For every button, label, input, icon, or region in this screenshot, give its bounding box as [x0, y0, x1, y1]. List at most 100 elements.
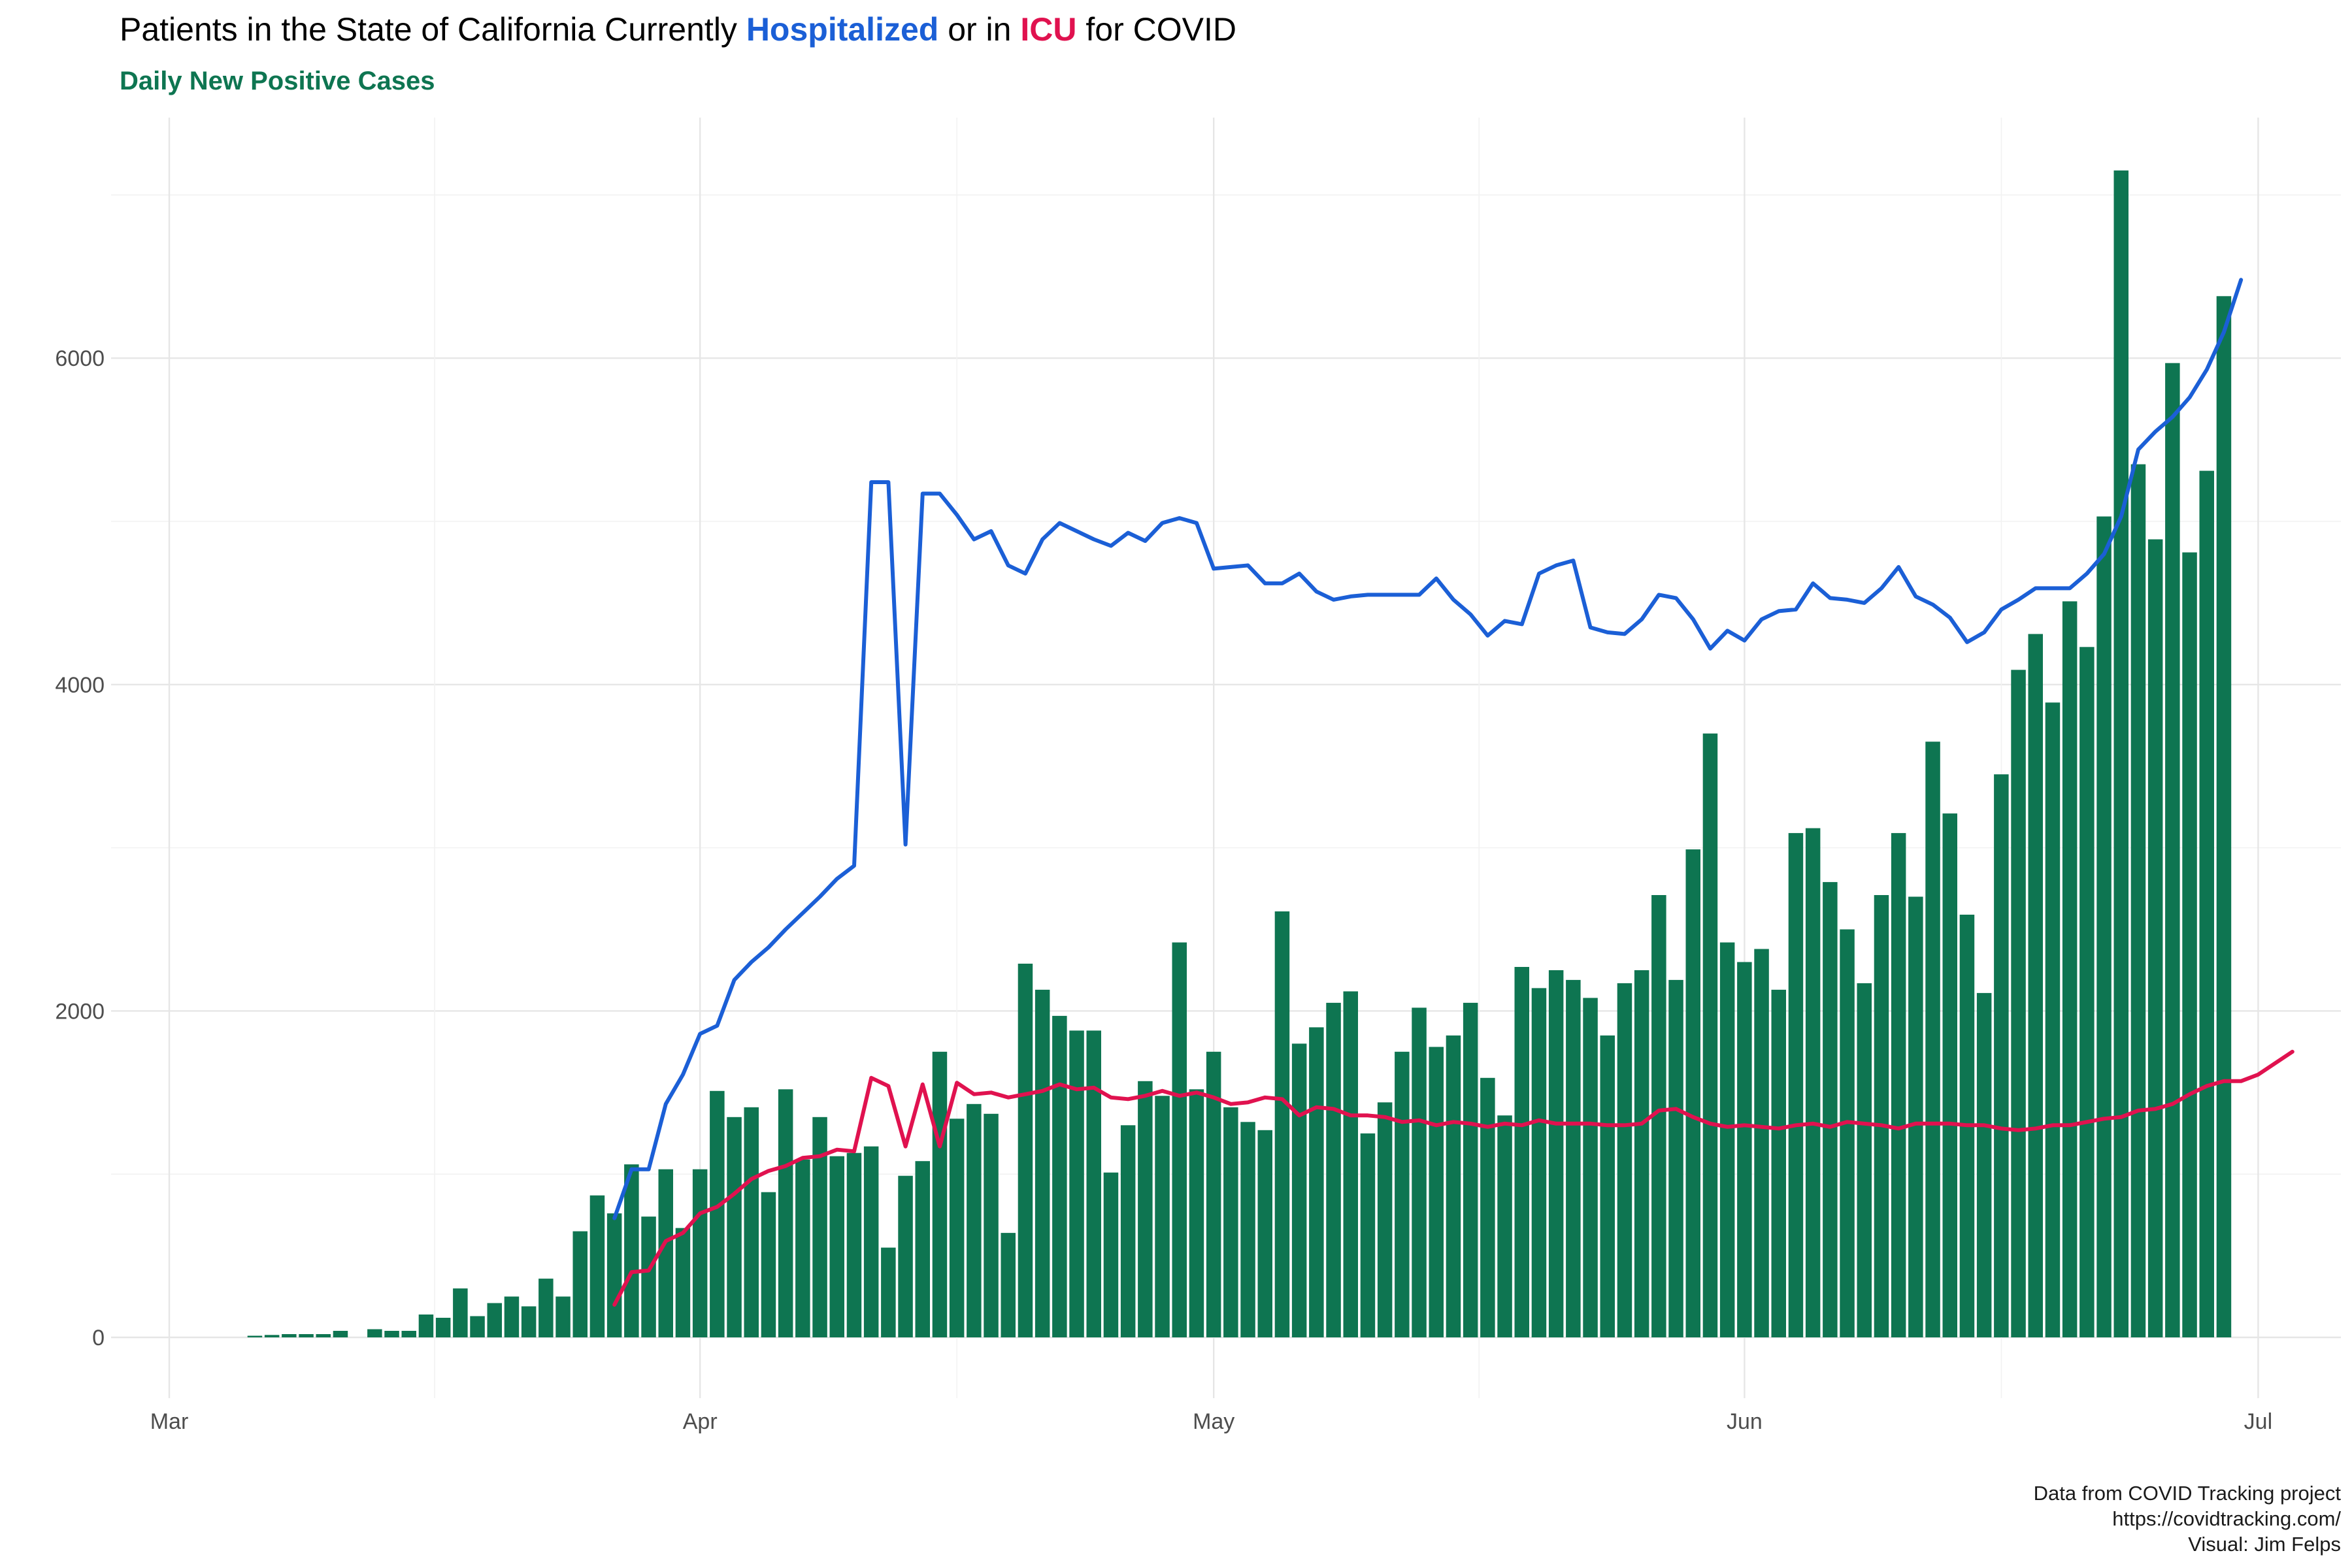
series-line-icu: [612, 1049, 2294, 1307]
bar: [778, 1089, 793, 1337]
bar: [2113, 170, 2128, 1337]
bar: [2045, 702, 2061, 1337]
bar: [1531, 988, 1547, 1337]
bar: [1257, 1130, 1272, 1337]
bar: [418, 1315, 434, 1337]
bar: [367, 1329, 382, 1337]
bar: [401, 1331, 416, 1337]
bar: [264, 1335, 280, 1337]
bar: [1360, 1133, 1376, 1338]
bar: [2028, 634, 2043, 1337]
bar: [555, 1296, 571, 1337]
bar: [316, 1334, 331, 1337]
bar: [470, 1316, 485, 1337]
bar: [829, 1156, 844, 1337]
bar: [1035, 989, 1050, 1337]
bar: [641, 1217, 656, 1337]
bar: [1805, 828, 1821, 1337]
bar: [1566, 979, 1581, 1337]
bar: [658, 1169, 673, 1337]
bar: [572, 1231, 588, 1337]
bar: [1994, 774, 2009, 1337]
bar: [1925, 742, 1940, 1337]
y-axis-tick-labels: 0 2000 4000 6000: [55, 346, 105, 1350]
bar: [299, 1334, 314, 1337]
bar: [812, 1117, 827, 1337]
bar: [1240, 1122, 1255, 1337]
bar: [282, 1334, 297, 1337]
y-tick-label: 2000: [55, 999, 105, 1024]
bar: [1086, 1030, 1101, 1337]
x-tick-label: Jul: [2244, 1409, 2272, 1434]
bar: [1788, 833, 1804, 1337]
bar: [863, 1146, 879, 1337]
bar: [1463, 1002, 1478, 1337]
bar: [1291, 1043, 1307, 1337]
chart-subtitle: Daily New Positive Cases: [120, 67, 435, 95]
bar: [1583, 998, 1598, 1337]
bar: [1429, 1047, 1444, 1337]
bar: [1548, 970, 1564, 1337]
bar: [1514, 967, 1529, 1337]
bar: [1052, 1015, 1067, 1337]
bar: [795, 1159, 810, 1337]
bar: [247, 1335, 263, 1337]
bar: [2011, 670, 2026, 1337]
bar: [1976, 992, 1992, 1337]
bar: [1702, 733, 1718, 1337]
bar: [1326, 1002, 1341, 1337]
bar: [846, 1152, 862, 1337]
title-icu-word: ICU: [1020, 11, 1076, 48]
bar: [949, 1119, 965, 1337]
bar: [2216, 296, 2232, 1337]
bar: [2062, 601, 2078, 1337]
bar: [1274, 911, 1290, 1337]
title-middle: or in: [938, 11, 1020, 48]
series-line-hospitalized: [612, 278, 2244, 1220]
bar: [521, 1306, 537, 1337]
bar: [1480, 1077, 1495, 1337]
bar: [1446, 1035, 1461, 1337]
bar: [1771, 989, 1786, 1337]
caption-line-2: https://covidtracking.com/: [2112, 1507, 2341, 1530]
x-tick-label: Jun: [1727, 1409, 1763, 1434]
bar: [606, 1213, 622, 1337]
bar: [1857, 983, 1872, 1337]
bar: [435, 1318, 451, 1337]
bar: [624, 1164, 639, 1337]
x-tick-label: Mar: [150, 1409, 189, 1434]
bar: [1412, 1007, 1427, 1337]
bar: [1874, 895, 1889, 1337]
y-tick-label: 0: [92, 1326, 105, 1350]
bar: [967, 1103, 982, 1337]
bar: [453, 1288, 468, 1337]
caption-line-1: Data from COVID Tracking project: [2034, 1482, 2342, 1505]
bar: [333, 1331, 348, 1337]
bars: [247, 170, 2232, 1338]
title-prefix: Patients in the State of California Curr…: [120, 11, 746, 48]
bar: [384, 1331, 399, 1337]
bar: [1754, 949, 1769, 1337]
bar: [881, 1247, 896, 1337]
bar: [1172, 942, 1187, 1337]
bar: [675, 1228, 691, 1337]
bar: [1668, 979, 1683, 1337]
chart-title: Patients in the State of California Curr…: [120, 11, 1236, 48]
bar: [1651, 895, 1666, 1337]
bar: [1069, 1030, 1084, 1337]
bar: [1600, 1035, 1615, 1337]
x-tick-label: Apr: [683, 1409, 718, 1434]
bar: [1840, 929, 1855, 1337]
bar: [1206, 1051, 1221, 1337]
bar: [915, 1161, 930, 1337]
bar: [1189, 1089, 1204, 1337]
title-hospitalized-word: Hospitalized: [746, 11, 938, 48]
bar: [1942, 813, 1957, 1337]
bar: [504, 1296, 520, 1337]
bar: [1018, 964, 1033, 1337]
x-axis-tick-labels: Mar Apr May Jun Jul: [150, 1409, 2272, 1434]
bar: [744, 1107, 759, 1337]
bar: [1617, 983, 1632, 1337]
bar: [1103, 1172, 1119, 1337]
